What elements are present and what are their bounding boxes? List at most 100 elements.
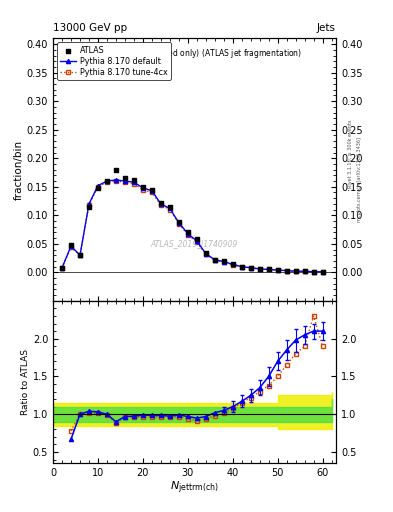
Text: 13000 GeV pp: 13000 GeV pp [53, 23, 127, 33]
Pythia 8.170 default [141, 185, 145, 191]
ATLAS [283, 267, 290, 275]
ATLAS [185, 228, 191, 237]
Pythia 8.170 tune-4cx [123, 179, 127, 185]
ATLAS [292, 267, 299, 275]
ATLAS [149, 185, 155, 194]
Line: Pythia 8.170 tune-4cx: Pythia 8.170 tune-4cx [60, 179, 325, 274]
Pythia 8.170 tune-4cx [248, 265, 253, 271]
Pythia 8.170 tune-4cx [266, 266, 271, 272]
ATLAS [274, 266, 281, 274]
Pythia 8.170 tune-4cx [239, 264, 244, 270]
Text: mcplots.cern.ch [arXiv:1306.3436]: mcplots.cern.ch [arXiv:1306.3436] [357, 137, 362, 222]
Text: Multiplicity $\lambda_0^0$ (charged only) (ATLAS jet fragmentation): Multiplicity $\lambda_0^0$ (charged only… [88, 46, 301, 61]
ATLAS [59, 264, 65, 272]
Pythia 8.170 tune-4cx [149, 189, 154, 196]
ATLAS [301, 267, 308, 275]
Pythia 8.170 default [248, 265, 253, 271]
Pythia 8.170 default [185, 230, 190, 237]
Pythia 8.170 tune-4cx [132, 181, 136, 187]
Pythia 8.170 tune-4cx [60, 265, 64, 271]
Y-axis label: fraction/bin: fraction/bin [14, 140, 24, 200]
ATLAS [167, 203, 173, 211]
ATLAS [266, 265, 272, 273]
Pythia 8.170 default [60, 265, 64, 271]
Pythia 8.170 default [320, 269, 325, 275]
ATLAS [194, 235, 200, 243]
Pythia 8.170 default [212, 257, 217, 263]
Pythia 8.170 default [69, 243, 73, 249]
ATLAS [176, 218, 182, 226]
Pythia 8.170 default [167, 205, 172, 211]
Text: ATLAS_2019_I1740909: ATLAS_2019_I1740909 [151, 239, 238, 248]
Pythia 8.170 tune-4cx [86, 202, 91, 208]
Text: Rivet 3.1.10, ≥ 300k events: Rivet 3.1.10, ≥ 300k events [348, 119, 353, 188]
Pythia 8.170 default [123, 178, 127, 184]
Pythia 8.170 default [230, 261, 235, 267]
Pythia 8.170 tune-4cx [302, 268, 307, 274]
Pythia 8.170 tune-4cx [105, 179, 109, 185]
Pythia 8.170 default [204, 250, 208, 257]
Pythia 8.170 default [158, 201, 163, 207]
ATLAS [230, 260, 236, 268]
ATLAS [95, 184, 101, 192]
Pythia 8.170 default [311, 269, 316, 275]
Y-axis label: Ratio to ATLAS: Ratio to ATLAS [21, 349, 30, 415]
Pythia 8.170 tune-4cx [257, 266, 262, 272]
Pythia 8.170 tune-4cx [195, 239, 199, 245]
Pythia 8.170 default [132, 179, 136, 185]
ATLAS [248, 264, 254, 272]
Pythia 8.170 default [86, 201, 91, 207]
ATLAS [310, 268, 317, 276]
ATLAS [131, 176, 137, 184]
Pythia 8.170 tune-4cx [114, 178, 118, 184]
ATLAS [239, 263, 245, 271]
ATLAS [203, 249, 209, 257]
ATLAS [104, 177, 110, 185]
Pythia 8.170 tune-4cx [320, 269, 325, 275]
Pythia 8.170 default [293, 268, 298, 274]
Pythia 8.170 tune-4cx [78, 252, 83, 258]
ATLAS [122, 174, 128, 182]
Pythia 8.170 default [195, 238, 199, 244]
ATLAS [320, 268, 326, 276]
ATLAS [220, 257, 227, 265]
ATLAS [211, 255, 218, 264]
ATLAS [113, 165, 119, 174]
Pythia 8.170 default [302, 268, 307, 274]
Pythia 8.170 tune-4cx [311, 269, 316, 275]
Pythia 8.170 default [266, 266, 271, 272]
ATLAS [158, 199, 164, 207]
Pythia 8.170 tune-4cx [212, 258, 217, 264]
Pythia 8.170 default [78, 252, 83, 258]
ATLAS [257, 265, 263, 273]
ATLAS [77, 251, 83, 259]
ATLAS [68, 241, 74, 249]
Pythia 8.170 default [257, 266, 262, 272]
Legend: ATLAS, Pythia 8.170 default, Pythia 8.170 tune-4cx: ATLAS, Pythia 8.170 default, Pythia 8.17… [57, 42, 171, 80]
Pythia 8.170 default [149, 188, 154, 194]
Pythia 8.170 default [95, 183, 100, 189]
Pythia 8.170 default [176, 220, 181, 226]
Pythia 8.170 tune-4cx [158, 202, 163, 208]
Pythia 8.170 tune-4cx [230, 262, 235, 268]
Pythia 8.170 tune-4cx [95, 184, 100, 190]
X-axis label: $N_{\mathrm{jettrm(ch)}}$: $N_{\mathrm{jettrm(ch)}}$ [170, 480, 219, 496]
Pythia 8.170 tune-4cx [293, 268, 298, 274]
Pythia 8.170 tune-4cx [167, 206, 172, 212]
Pythia 8.170 tune-4cx [69, 244, 73, 250]
Pythia 8.170 tune-4cx [275, 267, 280, 273]
Pythia 8.170 tune-4cx [284, 268, 289, 274]
Pythia 8.170 default [105, 178, 109, 184]
Pythia 8.170 default [221, 259, 226, 265]
Pythia 8.170 tune-4cx [204, 251, 208, 257]
Line: Pythia 8.170 default: Pythia 8.170 default [60, 178, 325, 274]
Pythia 8.170 default [114, 177, 118, 183]
Text: Jets: Jets [317, 23, 336, 33]
Pythia 8.170 default [239, 264, 244, 270]
Pythia 8.170 default [275, 267, 280, 273]
Pythia 8.170 default [284, 268, 289, 274]
Pythia 8.170 tune-4cx [185, 231, 190, 238]
Pythia 8.170 tune-4cx [221, 259, 226, 265]
Pythia 8.170 tune-4cx [176, 221, 181, 227]
ATLAS [86, 203, 92, 211]
